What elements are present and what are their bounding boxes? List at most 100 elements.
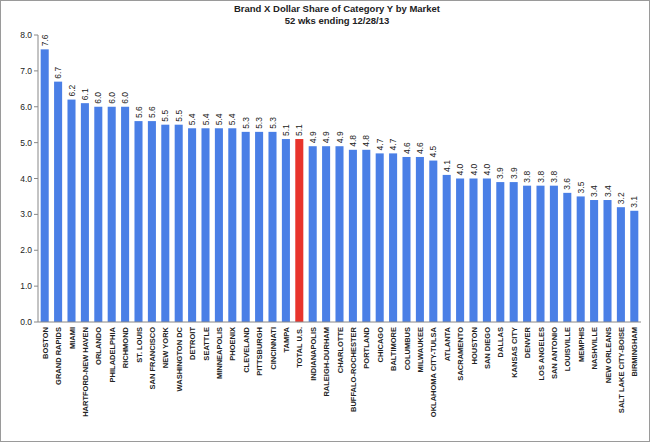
x-tick-label: MILWAUKEE [416,327,425,372]
x-tick-label: HOUSTON [470,327,479,364]
data-label: 5.3 [268,117,278,129]
bar [577,196,585,322]
x-tick-label: INDIANAPOLIS [309,327,318,381]
bar [563,193,571,322]
y-tick [34,322,38,323]
bar [376,153,384,322]
data-label: 5.4 [201,113,211,125]
bar [94,107,102,322]
bar [322,146,330,322]
x-tick-label: LOUISVILLE [563,327,572,371]
bar [188,128,196,322]
bar [496,182,504,322]
bar [54,82,62,322]
data-label: 6.0 [120,92,130,104]
bar [175,125,183,322]
y-tick [34,250,38,251]
bar [456,179,464,323]
x-tick-label: SAN DIEGO [483,327,492,369]
bar [536,186,544,322]
bar [469,179,477,323]
x-tick-label: PITTSBURGH [255,327,264,376]
x-tick-label: SAN ANTONIO [550,327,559,379]
data-label: 4.0 [455,163,465,175]
bar [550,186,558,322]
bar [67,100,75,322]
x-axis [38,322,641,323]
y-axis [38,35,39,322]
data-label: 5.1 [294,124,304,136]
bar [201,128,209,322]
data-label: 4.9 [335,131,345,143]
chart-border [1,1,650,442]
x-tick-label: OKLAHOMA CITY-TULSA [429,326,438,417]
bar [108,107,116,322]
data-label: 4.7 [375,138,385,150]
x-tick-label: HARTFORD-NEW HAVEN [81,327,90,417]
bar [309,146,317,322]
data-label: 3.8 [536,171,546,183]
y-tick-label: 6.0 [20,102,32,112]
x-tick-label: ST. LOUIS [135,327,144,363]
bars [41,49,639,322]
data-label: 4.6 [402,142,412,154]
x-tick-label: SACRAMENTO [456,327,465,381]
y-tick [34,142,38,143]
y-tick [34,70,38,71]
bar [41,49,49,322]
x-tick-label: PHOENIX [228,327,237,361]
data-label: 6.1 [80,88,90,100]
data-label: 5.4 [214,113,224,125]
data-label: 3.4 [589,185,599,197]
chart: Brand X Dollar Share of Category Y by Ma… [0,0,650,442]
x-tick-label: DALLAS [496,327,505,357]
bar [510,182,518,322]
y-tick [34,286,38,287]
x-tick-label: SALT LAKE CITY-BOISE [617,327,626,413]
x-tick-label: BALTIMORE [389,327,398,371]
x-tick-label: PORTLAND [362,326,371,368]
x-tick-label: PHILADELPHIA [108,326,117,382]
data-label: 5.4 [227,113,237,125]
y-tick-label: 2.0 [20,245,32,255]
x-tick-label: TAMPA [282,326,291,352]
bar [134,121,142,322]
data-label: 4.0 [469,163,479,175]
y-tick [34,35,38,36]
data-label: 5.3 [254,117,264,129]
bar [335,146,343,322]
bar [617,207,625,322]
data-label: 3.4 [603,185,613,197]
x-tick-label: CINCINNATI [269,327,278,370]
data-label: 6.0 [107,92,117,104]
data-label: 5.6 [134,106,144,118]
x-tick-label: GRAND RAPIDS [54,327,63,385]
data-label: 3.6 [562,178,572,190]
data-label: 3.1 [629,196,639,208]
x-tick-label: BUFFALO-ROCHESTER [349,326,358,412]
data-label: 4.9 [321,131,331,143]
x-tick-label: WASHINGTON DC [175,326,184,391]
x-tick-label: DENVER [523,326,532,358]
data-label: 3.2 [616,192,626,204]
data-label: 5.3 [241,117,251,129]
y-tick [34,106,38,107]
x-tick-label: NASHVILLE [590,327,599,370]
y-tick-label: 0.0 [20,317,32,327]
x-tick-label: NEW YORK [161,326,170,368]
x-tick-label: RALEIGH-DURHAM [322,327,331,397]
data-label: 5.5 [174,110,184,122]
x-tick-label: ORLANDO [94,327,103,365]
bar [148,121,156,322]
bar [630,211,638,322]
bar [268,132,276,322]
bar [215,128,223,322]
y-tick [34,214,38,215]
bar [362,150,370,322]
x-tick-label: ATLANTA [443,326,452,361]
bar [242,132,250,322]
x-tick-label: RICHMOND [121,326,130,368]
x-tick-label: COLUMBUS [403,327,412,370]
bar [161,125,169,322]
x-tick-label: MINNEAPOLIS [215,327,224,379]
